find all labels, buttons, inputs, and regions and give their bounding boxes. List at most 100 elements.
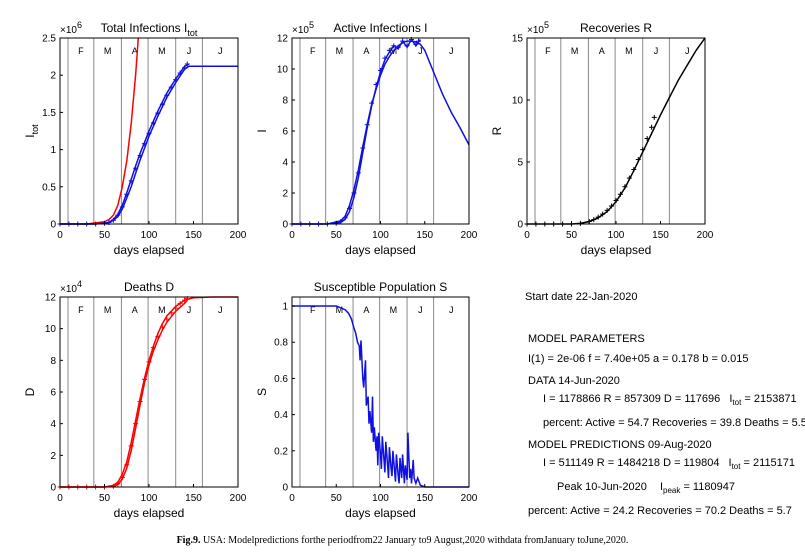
plot-frame bbox=[526, 37, 706, 225]
y-tick-label: 12 bbox=[45, 293, 57, 304]
month-label: J bbox=[654, 46, 659, 56]
data-point bbox=[373, 82, 379, 87]
data-point bbox=[155, 110, 161, 116]
panel-title: Susceptible Population S bbox=[314, 280, 447, 294]
month-label: M bbox=[336, 46, 344, 56]
start-date: Start date 22-Jan-2020 bbox=[525, 291, 638, 303]
chart-susceptible: F M A M J J 0 50 100 150 200 0 0.2 0.4 0.6 0.8 1 Suscepti… bbox=[255, 280, 478, 520]
y-tick-label: 2 bbox=[50, 71, 56, 82]
data-point bbox=[369, 100, 375, 106]
x-tick-label: 200 bbox=[230, 230, 247, 241]
peak-value: = 1180947 bbox=[680, 481, 735, 493]
data-point bbox=[150, 120, 156, 126]
data-point bbox=[644, 135, 650, 141]
data-point bbox=[651, 114, 657, 120]
axis-exponent: ×105 bbox=[292, 20, 314, 36]
month-label: A bbox=[363, 305, 369, 315]
data-point bbox=[168, 84, 174, 90]
x-tick-label: 0 bbox=[57, 230, 63, 241]
data-point bbox=[416, 38, 422, 44]
data-itot-sub: tot bbox=[732, 398, 742, 408]
month-label: M bbox=[390, 305, 398, 315]
month-label: A bbox=[363, 46, 369, 56]
data-point bbox=[124, 191, 130, 197]
panel-title: Active Infections I bbox=[333, 21, 427, 35]
plot-frame bbox=[291, 37, 470, 225]
data-point bbox=[591, 217, 597, 223]
data-point bbox=[640, 147, 646, 153]
month-label: F bbox=[310, 305, 316, 315]
data-point bbox=[115, 212, 121, 218]
month-label: M bbox=[104, 305, 112, 315]
data-point bbox=[168, 310, 174, 316]
data-point bbox=[395, 44, 401, 50]
y-tick-label: 4 bbox=[282, 158, 288, 169]
data-point bbox=[133, 421, 139, 427]
series-line bbox=[60, 37, 140, 225]
data-point bbox=[173, 305, 179, 311]
month-label: M bbox=[336, 305, 344, 315]
data-point bbox=[342, 215, 348, 221]
y-tick-label: 10 bbox=[45, 324, 57, 335]
data-point bbox=[626, 175, 632, 181]
y-tick-label: 5 bbox=[517, 158, 523, 169]
data-itot-label: I bbox=[729, 393, 733, 405]
data-point bbox=[182, 297, 188, 303]
y-tick-label: 6 bbox=[282, 127, 288, 138]
month-label: A bbox=[599, 46, 605, 56]
chart-deaths: F M A M J J 0 50 100 150 200 0 2 4 6 8 10 12×104 Deaths D d… bbox=[23, 279, 247, 520]
data-point bbox=[142, 141, 148, 147]
y-tick-label: 10 bbox=[277, 65, 289, 76]
x-tick-label: 50 bbox=[331, 230, 343, 241]
data-point bbox=[119, 204, 125, 210]
caption-text: USA: Modelpredictions forthe periodfrom2… bbox=[200, 535, 629, 546]
pred-itot-value: = 2115171 bbox=[740, 457, 796, 469]
data-point bbox=[137, 153, 143, 159]
data-point bbox=[577, 220, 583, 226]
data-point bbox=[159, 101, 165, 107]
caption-label: Fig.9. bbox=[176, 535, 201, 546]
month-label: M bbox=[104, 46, 112, 56]
x-axis-label: days elapsed bbox=[581, 243, 652, 257]
data-point bbox=[413, 41, 419, 47]
peak-label: I bbox=[659, 481, 664, 493]
month-label: F bbox=[78, 305, 84, 315]
y-tick-label: 0.2 bbox=[274, 446, 288, 457]
data-point bbox=[137, 399, 143, 404]
data-point bbox=[128, 443, 134, 449]
x-tick-label: 100 bbox=[141, 493, 158, 504]
month-label: M bbox=[571, 46, 579, 56]
peak-sub: peak bbox=[663, 486, 681, 496]
data-point bbox=[364, 122, 370, 128]
prediction-percent: percent: Active = 24.2 Recoveries = 70.2… bbox=[528, 505, 792, 517]
y-tick-label: 0.5 bbox=[42, 182, 56, 193]
prediction-values: I = 511149 R = 1484218 D = 119804 Itot =… bbox=[543, 458, 795, 471]
x-tick-label: 0 bbox=[289, 230, 295, 241]
series-line bbox=[60, 63, 190, 225]
data-point bbox=[184, 61, 190, 67]
prediction-values-text: I = 511149 R = 1484218 D = 119804 bbox=[543, 457, 720, 469]
chart-recoveries: F M A M J J 0 50 100 150 200 0 5 10 15×105 Recoveries R… bbox=[490, 20, 714, 257]
month-label: J bbox=[218, 305, 223, 315]
x-tick-label: 200 bbox=[461, 493, 478, 504]
data-point bbox=[391, 43, 397, 49]
panel-title: Total Infections Itot bbox=[101, 21, 198, 38]
data-point bbox=[173, 77, 179, 83]
month-label: M bbox=[158, 46, 166, 56]
data-percent: percent: Active = 54.7 Recoveries = 39.8… bbox=[543, 417, 805, 429]
month-label: A bbox=[132, 305, 138, 315]
month-label: J bbox=[187, 305, 192, 315]
data-point bbox=[150, 345, 156, 351]
data-point bbox=[182, 65, 188, 71]
x-tick-label: 200 bbox=[697, 230, 714, 241]
data-point bbox=[146, 359, 152, 365]
month-label: J bbox=[449, 305, 454, 315]
x-axis-label: days elapsed bbox=[114, 506, 185, 520]
x-axis-label: days elapsed bbox=[345, 243, 416, 257]
data-point bbox=[146, 130, 152, 136]
series-line bbox=[292, 40, 470, 225]
y-tick-label: 8 bbox=[282, 96, 288, 107]
month-label: F bbox=[310, 46, 316, 56]
data-point bbox=[360, 145, 366, 151]
